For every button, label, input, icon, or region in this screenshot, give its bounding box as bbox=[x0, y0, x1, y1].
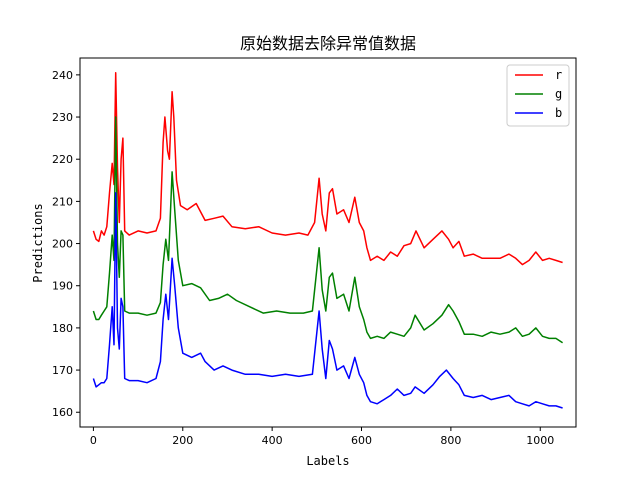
x-tick-label: 200 bbox=[172, 434, 193, 447]
legend-label-r: r bbox=[555, 68, 562, 82]
y-axis: 160 170 180 190 200 210 220 230 240 bbox=[52, 69, 80, 419]
x-tick-label: 600 bbox=[351, 434, 372, 447]
plot-lines bbox=[92, 72, 564, 409]
x-tick-label: 400 bbox=[262, 434, 283, 447]
chart-title: 原始数据去除异常值数据 bbox=[240, 34, 416, 53]
y-tick-label: 170 bbox=[52, 364, 73, 377]
y-tick-label: 160 bbox=[52, 406, 73, 419]
legend-label-b: b bbox=[555, 106, 562, 120]
x-tick-label: 800 bbox=[440, 434, 461, 447]
y-tick-label: 200 bbox=[52, 238, 73, 251]
legend: rgb bbox=[506, 64, 570, 127]
y-tick-label: 180 bbox=[52, 322, 73, 335]
series-line-g bbox=[92, 116, 564, 344]
legend-label-g: g bbox=[555, 87, 562, 101]
x-tick-label: 0 bbox=[90, 434, 97, 447]
x-tick-label: 1000 bbox=[526, 434, 554, 447]
y-axis-label: Predictions bbox=[31, 203, 45, 282]
y-tick-label: 210 bbox=[52, 195, 73, 208]
x-axis: 0 200 400 600 800 1000 bbox=[90, 427, 554, 447]
y-tick-label: 240 bbox=[52, 69, 73, 82]
series-line-b bbox=[92, 192, 563, 409]
y-tick-label: 230 bbox=[52, 111, 73, 124]
y-tick-label: 220 bbox=[52, 153, 73, 166]
series-line-r bbox=[92, 72, 563, 266]
legend-box bbox=[506, 64, 570, 127]
plot-frame bbox=[79, 57, 577, 428]
x-axis-label: Labels bbox=[306, 454, 349, 468]
y-tick-label: 190 bbox=[52, 280, 73, 293]
